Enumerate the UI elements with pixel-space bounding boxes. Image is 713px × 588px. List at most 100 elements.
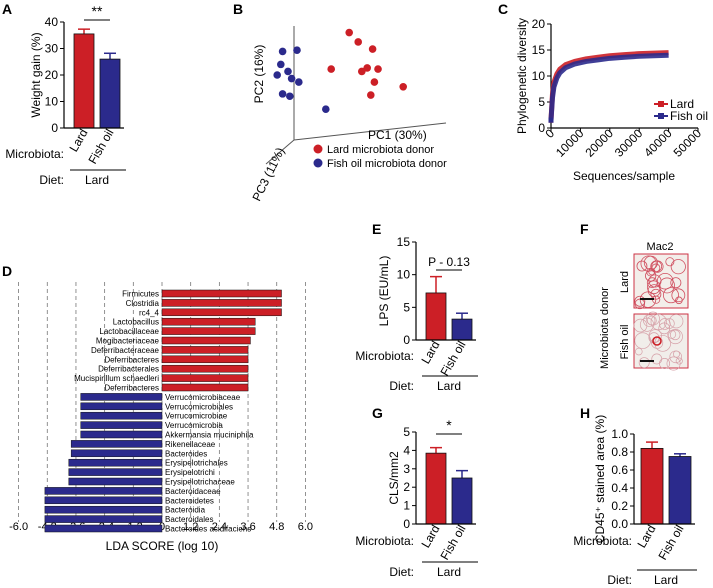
- x-tick-label: 4.8: [269, 521, 284, 533]
- lda-bar-fish-oil: [80, 430, 163, 439]
- x-tick-label: 3.6: [240, 521, 255, 533]
- bar-lard: [73, 33, 95, 129]
- y-tick-label: 10: [45, 95, 59, 109]
- fish-oil-point: [295, 78, 303, 86]
- bar-lard: [425, 292, 447, 341]
- x-category-label: Fish oil: [655, 523, 686, 563]
- lda-taxon-label: Lactobacillaceae: [99, 327, 159, 336]
- fish-oil-point: [278, 47, 287, 56]
- y-tick-label: 0: [538, 121, 545, 135]
- fish-oil-point: [277, 60, 285, 69]
- panel-letter-h: H: [580, 405, 590, 421]
- lda-bar-fish-oil: [80, 402, 163, 411]
- x-category-label: Fish oil: [437, 523, 468, 563]
- panel-h-cd45-chart: 0.0 0.2 0.4 0.6 0.8 1.0 CD45⁺ stained area (%)…: [573, 415, 697, 587]
- lard-point: [358, 67, 366, 76]
- pc1-axis: [293, 122, 447, 141]
- lda-bar-lard: [161, 383, 249, 392]
- panel-b-pca-scatter: PC2 (16%) PC1 (30%) PC3 (11%) Lard microbio…: [249, 26, 447, 203]
- x-category-label: Lard: [634, 523, 658, 551]
- x-category-label: Fish oil: [437, 339, 468, 379]
- x-tick-label: 2.4: [212, 521, 227, 533]
- x-category-label: Lard: [418, 523, 442, 551]
- fish-oil-point: [293, 46, 301, 55]
- x-tick-label: 1.2: [183, 521, 198, 533]
- lda-taxon-label: Erysipelotrichales: [165, 459, 228, 468]
- fish-oil-point: [273, 71, 282, 79]
- lard-point: [368, 45, 377, 53]
- diet-value: Lard: [437, 379, 461, 393]
- diet-label: Diet:: [389, 379, 414, 393]
- lda-bar-lard: [161, 364, 249, 373]
- y-tick-label: 0.0: [611, 517, 628, 531]
- y-tick-label: 0.8: [611, 445, 628, 459]
- legend-label: Lard: [670, 97, 694, 111]
- y-axis-title: Weight gain (%): [29, 32, 43, 117]
- lda-taxon-label: Erysipelotrichaceae: [165, 478, 235, 487]
- fish-oil-point: [284, 67, 292, 76]
- y-tick-label: 4: [403, 443, 410, 457]
- y-tick-label: 0: [403, 517, 410, 531]
- y-tick-label: 1: [403, 499, 410, 513]
- fish-oil-point: [287, 74, 296, 83]
- pc3-label: PC3 (11%): [249, 145, 287, 203]
- lda-bar-lard: [161, 308, 282, 317]
- y-tick-label: 0.6: [611, 463, 628, 477]
- y-tick-label: 0: [51, 121, 58, 135]
- lda-taxon-label: Bacteroides: [165, 449, 207, 458]
- panel-letter-a: A: [2, 1, 12, 17]
- microbiota-label: Microbiota:: [573, 534, 632, 548]
- lda-taxon-label: Verrucomicrobiaceae: [165, 393, 241, 402]
- fish-oil-point: [322, 105, 330, 114]
- histology-row-lard-label: Lard: [619, 271, 631, 293]
- diet-value: Lard: [654, 573, 678, 587]
- panel-letter-f: F: [580, 221, 589, 237]
- lda-bar-fish-oil: [44, 505, 163, 514]
- legend-marker: [658, 113, 664, 119]
- lard-point: [374, 65, 382, 73]
- bar-fish-oil: [99, 58, 121, 129]
- mac2-title: Mac2: [647, 241, 674, 253]
- panel-letter-d: D: [2, 263, 12, 279]
- y-axis-title: LPS (EU/mL): [377, 256, 391, 327]
- legend-marker-fish-oil: [313, 158, 323, 168]
- panel-c-rarefaction-chart: 0510152001000020000300004000050000Phylog…: [515, 17, 708, 183]
- lda-taxon-label: Lactobacillus: [113, 318, 159, 327]
- y-tick-label: 5: [538, 95, 545, 109]
- lda-bar-lard: [161, 299, 282, 307]
- fish-oil-curve: [548, 52, 669, 121]
- lda-taxon-label: Rikenellaceae: [165, 440, 216, 449]
- x-tick-label: 6.0: [298, 521, 313, 533]
- y-tick-label: 20: [532, 17, 546, 31]
- y-tick-label: 5: [403, 300, 410, 314]
- lard-curve: [548, 50, 669, 121]
- x-tick-label: 10000: [553, 126, 587, 160]
- lda-taxon-label: Verrucomicrobia: [165, 421, 223, 430]
- panel-f-histology: Mac2 Microbiota donor Lard Fish oil: [599, 241, 689, 371]
- y-tick-label: 0.4: [611, 481, 628, 495]
- lda-bar-fish-oil: [70, 449, 163, 458]
- diet-label: Diet:: [39, 173, 64, 187]
- y-tick-label: 10: [532, 69, 546, 83]
- y-tick-label: 1.0: [611, 427, 628, 441]
- y-tick-label: 15: [532, 43, 546, 57]
- significance-label: *: [446, 417, 452, 433]
- y-tick-label: 15: [397, 235, 411, 249]
- x-axis-title: Sequences/sample: [573, 169, 675, 183]
- y-tick-label: 0.2: [611, 499, 628, 513]
- bar-lard: [640, 447, 664, 525]
- x-tick-label: 40000: [641, 126, 675, 160]
- pc3-axis: [265, 139, 295, 165]
- x-tick-label: 20000: [582, 126, 616, 160]
- lda-bar-fish-oil: [44, 487, 163, 495]
- lda-taxon-label: Deferribacterales: [98, 365, 159, 374]
- x-tick-label: -6.0: [9, 521, 28, 533]
- y-axis-title: CD45⁺ stained area (%): [593, 415, 607, 543]
- bar-fish-oil: [451, 477, 473, 525]
- lda-bar-fish-oil: [68, 468, 163, 476]
- lda-bar-lard: [161, 336, 251, 345]
- legend-label-lard: Lard microbiota donor: [327, 144, 434, 156]
